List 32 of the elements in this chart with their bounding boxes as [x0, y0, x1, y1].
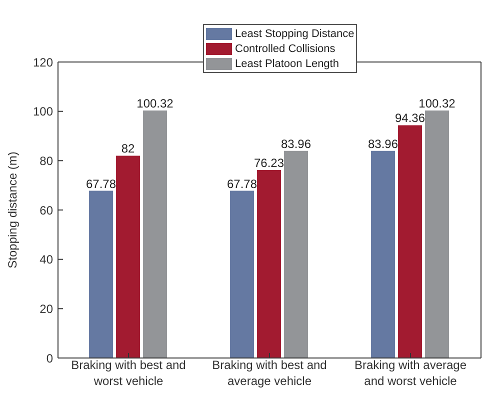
bar	[116, 156, 140, 358]
x-tick-label: Braking with best and worst vehicle	[71, 358, 186, 388]
y-tick-label: 80	[40, 154, 54, 168]
y-axis-title: Stopping distance (m)	[5, 152, 20, 268]
y-tick-label: 0	[46, 351, 54, 366]
data-label: 82	[121, 142, 136, 156]
bar	[257, 170, 282, 358]
y-tick-label: 40	[40, 252, 54, 267]
y-tick-label: 120	[32, 55, 54, 70]
bar	[371, 150, 396, 358]
data-label: 100.32	[418, 96, 456, 111]
legend-label: Least Platoon Length	[235, 58, 339, 70]
bar	[143, 110, 168, 358]
data-label: 83.96	[281, 136, 312, 151]
bar	[398, 125, 422, 358]
bar	[89, 190, 114, 358]
bar	[284, 150, 308, 358]
x-tick-label: Braking with average and worst vehicle	[354, 358, 467, 388]
data-label: 76.23	[254, 156, 284, 170]
bar	[230, 190, 254, 358]
data-label: 67.78	[227, 176, 258, 191]
x-tick-label: Braking with best and average vehicle	[212, 358, 327, 388]
data-label: 94.36	[395, 111, 426, 126]
y-tick-label: 60	[40, 203, 54, 218]
data-label: 67.78	[86, 176, 116, 191]
data-label: 100.32	[136, 96, 174, 111]
bar	[425, 110, 450, 358]
legend-label: Least Stopping Distance	[235, 28, 354, 40]
y-tick-label: 20	[40, 302, 54, 316]
y-tick-label: 100	[32, 104, 54, 119]
legend-label: Controlled Collisions	[235, 42, 336, 54]
data-label: 83.96	[368, 136, 398, 151]
